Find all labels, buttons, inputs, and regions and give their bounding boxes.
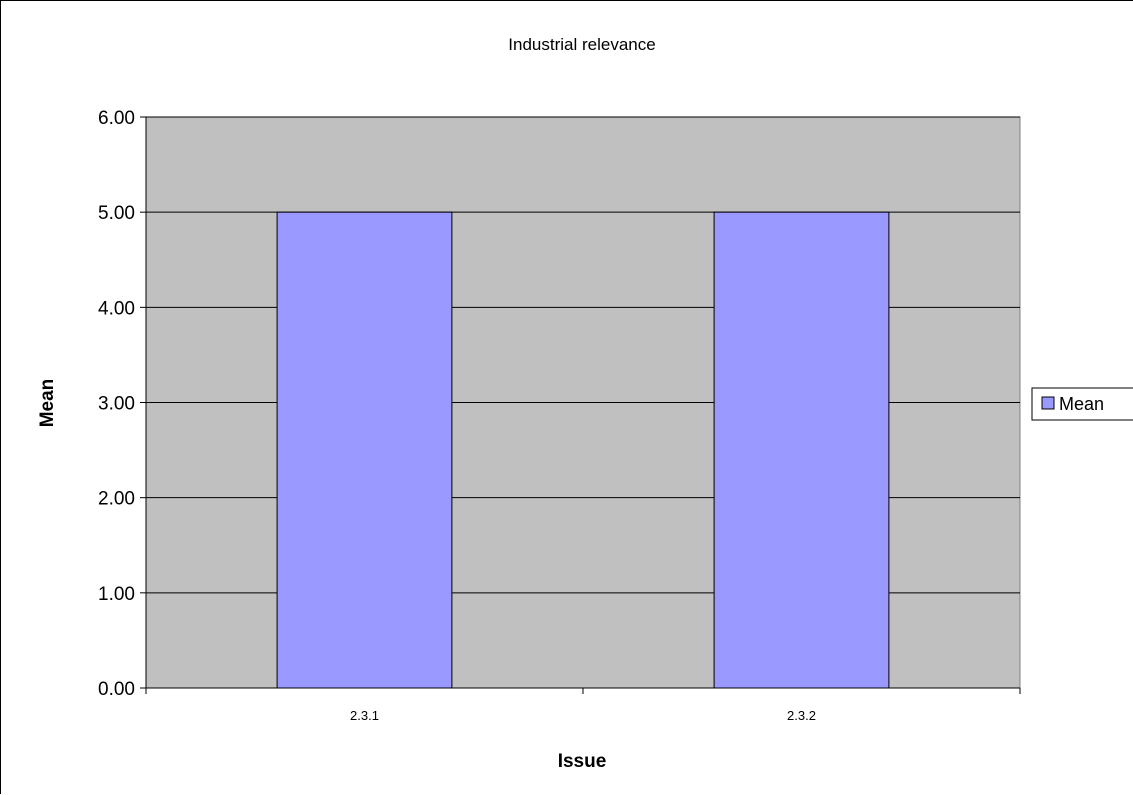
y-axis-label: Mean	[37, 379, 58, 428]
chart-title: Industrial relevance	[508, 35, 655, 54]
y-tick-label: 2.00	[98, 489, 135, 510]
y-tick-label: 5.00	[98, 203, 135, 224]
y-tick-label: 4.00	[98, 298, 135, 319]
y-tick-labels: 0.00 1.00 2.00 3.00 4.00 5.00 6.00	[98, 108, 135, 700]
y-tick-label: 6.00	[98, 108, 135, 129]
bar-2.3.1	[276, 211, 453, 689]
bar-2.3.2	[713, 211, 890, 689]
x-tick-label: 2.3.1	[350, 708, 379, 723]
y-tick-label: 0.00	[98, 679, 135, 700]
legend-entry-label: Mean	[1059, 394, 1104, 414]
y-tick-label: 1.00	[98, 584, 135, 605]
x-tick-labels: 2.3.1 2.3.2	[350, 708, 816, 723]
legend: Mean	[1031, 387, 1133, 421]
y-tick-label: 3.00	[98, 394, 135, 415]
bars	[276, 211, 890, 689]
legend-swatch	[1041, 396, 1055, 410]
axes	[140, 116, 1021, 694]
x-axis-label: Issue	[558, 751, 607, 772]
x-tick-label: 2.3.2	[787, 708, 816, 723]
